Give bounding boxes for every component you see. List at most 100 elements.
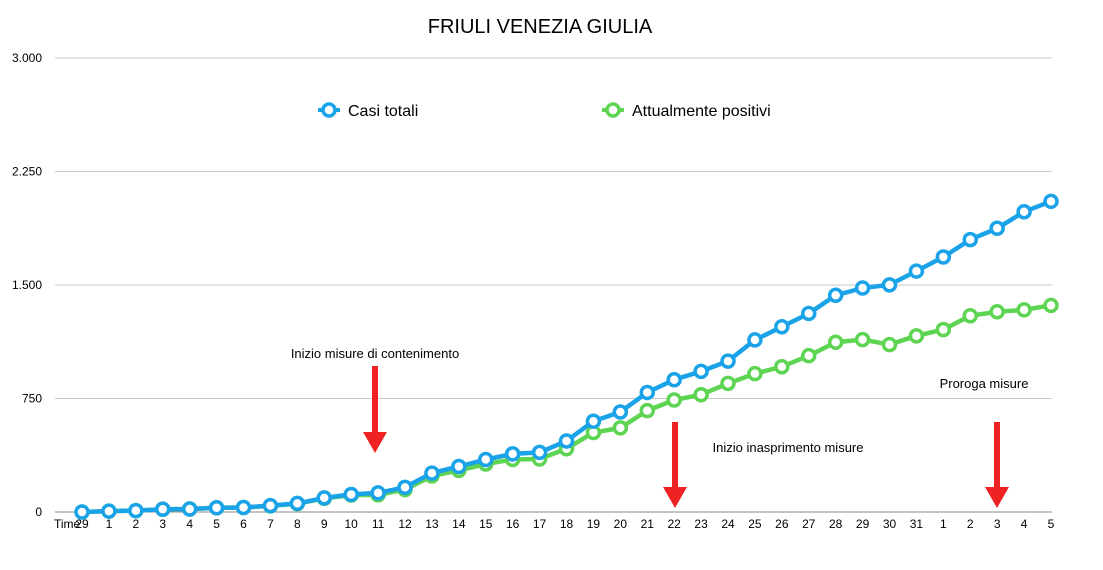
annotation-inasprimento-misure: Inizio inasprimento misure (712, 440, 863, 455)
data-point (208, 500, 225, 516)
y-tick-label: 1.500 (12, 278, 42, 292)
arrow-inasprimento-misure-icon (663, 422, 687, 508)
data-point (262, 497, 279, 514)
x-tick-label: 1 (106, 517, 113, 531)
legend-item-casi-totali: Casi totali (318, 102, 418, 120)
series-lines (74, 193, 1059, 520)
x-tick-label: 24 (721, 517, 735, 531)
x-axis-ticks: Time 29 1 2 3 4 5 6 7 8 9 10 11 12 13 14 15 16 17 18 19 20 21… (54, 517, 1055, 531)
y-axis-ticks: 0 750 1.500 2.250 3.000 (12, 51, 42, 519)
data-point (989, 304, 1005, 320)
series-line-0 (79, 199, 1054, 515)
data-point (1016, 302, 1032, 318)
x-tick-label: 28 (829, 517, 843, 531)
data-point (101, 503, 117, 519)
series-0 (74, 193, 1059, 520)
x-tick-label: 23 (694, 517, 708, 531)
data-point (478, 451, 494, 468)
x-tick-label: 14 (452, 517, 466, 531)
x-tick-label: 9 (321, 517, 328, 531)
chart-title: FRIULI VENEZIA GIULIA (428, 16, 653, 38)
data-point (747, 332, 763, 348)
annotation-proroga-misure: Proroga misure (940, 376, 1029, 391)
arrow-proroga-misure-icon (985, 422, 1009, 508)
data-point (1043, 193, 1059, 210)
gridlines (55, 57, 1052, 513)
data-point (774, 319, 790, 335)
data-point (881, 336, 898, 353)
x-tick-label: 5 (1048, 517, 1055, 531)
data-point (666, 392, 682, 408)
legend: Casi totali Attualmente positivi (318, 102, 771, 120)
data-point (989, 220, 1005, 236)
data-point (693, 386, 709, 403)
x-tick-label: 2 (132, 517, 139, 531)
x-tick-label: 29 (856, 517, 870, 531)
data-point (827, 334, 844, 350)
annotations: Inizio misure di contenimento Inizio ina… (291, 346, 1029, 508)
x-tick-label: 17 (533, 517, 547, 531)
x-tick-label: 12 (398, 517, 412, 531)
x-axis-label: Time (54, 517, 81, 531)
legend-label-casi-totali: Casi totali (348, 103, 418, 120)
annotation-inizio-misure: Inizio misure di contenimento (291, 346, 459, 361)
x-tick-label: 11 (372, 517, 385, 531)
x-tick-label: 3 (994, 517, 1001, 531)
data-point (558, 433, 575, 449)
legend-item-attualmente-positivi: Attualmente positivi (602, 102, 771, 120)
data-point (639, 402, 655, 419)
x-tick-label: 3 (159, 517, 166, 531)
data-point (235, 499, 252, 516)
x-tick-label: 15 (479, 517, 493, 531)
data-point (397, 479, 413, 496)
x-tick-label: 30 (883, 517, 897, 531)
data-point (747, 365, 763, 382)
y-tick-label: 3.000 (12, 51, 42, 65)
legend-marker-attualmente-positivi (605, 102, 621, 118)
x-tick-label: 27 (802, 517, 816, 531)
data-point (774, 358, 790, 375)
x-tick-label: 19 (587, 517, 601, 531)
data-point (935, 249, 952, 265)
data-point (181, 501, 198, 517)
data-point (908, 328, 925, 344)
x-tick-label: 2 (967, 517, 974, 531)
data-point (908, 263, 925, 279)
x-tick-label: 18 (560, 517, 574, 531)
data-point (585, 413, 602, 429)
x-tick-label: 4 (1021, 517, 1028, 531)
data-point (504, 446, 521, 462)
y-tick-label: 2.250 (12, 165, 42, 179)
data-point (370, 485, 386, 501)
data-point (1016, 204, 1032, 220)
data-point (612, 420, 629, 436)
x-tick-label: 10 (344, 517, 358, 531)
data-point (720, 353, 736, 369)
data-point (935, 321, 952, 338)
data-point (854, 331, 871, 348)
data-point (827, 287, 844, 304)
x-tick-label: 1 (940, 517, 947, 531)
x-tick-label: 5 (213, 517, 220, 531)
x-tick-label: 26 (775, 517, 789, 531)
x-tick-label: 31 (910, 517, 924, 531)
data-point (128, 502, 144, 519)
series-1 (74, 297, 1059, 520)
legend-marker-casi-totali (321, 102, 337, 118)
data-point (693, 363, 709, 380)
data-point (962, 231, 978, 248)
data-point (854, 280, 871, 296)
data-point (1043, 297, 1059, 314)
arrow-inizio-misure-icon (363, 366, 387, 453)
x-tick-label: 6 (240, 517, 247, 531)
series-line-1 (79, 303, 1054, 515)
data-point (612, 404, 629, 420)
data-point (531, 444, 548, 461)
data-point (155, 501, 171, 518)
data-point (962, 307, 978, 324)
data-point (316, 490, 332, 506)
x-tick-label: 13 (425, 517, 439, 531)
x-tick-label: 21 (641, 517, 655, 531)
data-point (343, 486, 359, 503)
